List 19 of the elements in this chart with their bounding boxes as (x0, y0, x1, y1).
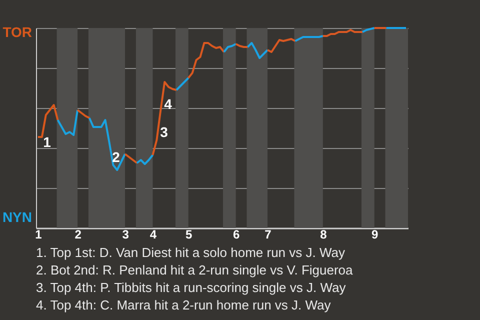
x-tick-label: 3 (122, 228, 130, 242)
x-tick-label: 5 (186, 228, 193, 242)
annotation: 3 (160, 124, 168, 140)
text: 1. Top 1st: D. Van Diest hit a solo home run vs J. Way (36, 245, 346, 260)
text: 3. Top 4th: P. Tibbits hit a run-scoring single vs J. Way (36, 280, 346, 295)
x-tick-label: 1 (35, 228, 42, 242)
x-tick-label: 2 (74, 228, 82, 242)
annotation: 1 (43, 134, 52, 150)
x-tick-label: 4 (150, 228, 157, 242)
annotation: 4 (164, 96, 172, 112)
text: NYN (2, 209, 32, 225)
text: 4. Top 4th: C. Marra hit a 2-run home run vs J. Way (36, 298, 332, 312)
x-tick-label: 6 (233, 228, 240, 242)
x-tick-label: 9 (372, 228, 379, 242)
x-tick-label: 7 (264, 228, 272, 242)
annotation: 2 (112, 149, 120, 165)
text: TOR (2, 24, 32, 40)
text: 2. Bot 2nd: R. Penland hit a 2-run single vs V. Figueroa (36, 262, 354, 278)
x-tick-label: 8 (320, 228, 328, 242)
